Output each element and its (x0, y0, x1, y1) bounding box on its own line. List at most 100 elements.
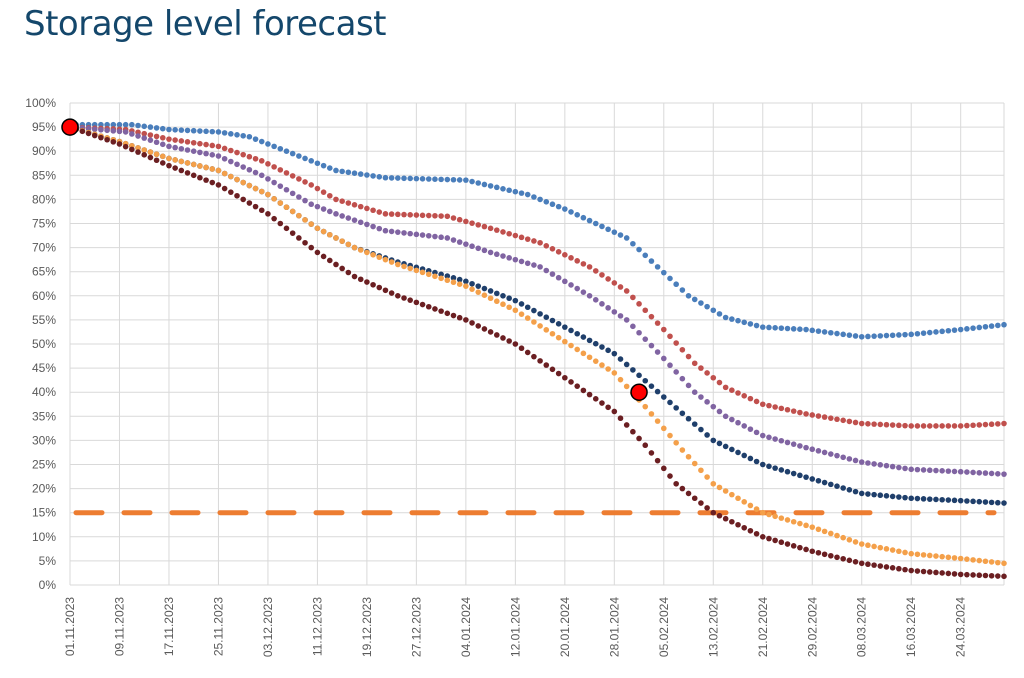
data-point (568, 342, 574, 349)
data-point (493, 332, 500, 338)
chart-grid (69, 102, 1005, 586)
data-point (395, 175, 401, 181)
data-point (351, 202, 358, 208)
data-point (865, 333, 871, 340)
data-point (865, 421, 871, 427)
data-point (308, 244, 315, 251)
data-point (883, 546, 890, 552)
data-point (271, 195, 277, 202)
x-tick-label: 19.12.2023 (360, 597, 374, 657)
data-point (630, 240, 636, 247)
data-point (1001, 420, 1007, 427)
data-point (203, 177, 209, 183)
data-point (592, 220, 599, 227)
data-point (648, 313, 655, 320)
data-point (803, 522, 809, 529)
data-point (190, 139, 197, 146)
x-tick-label: 08.03.2024 (855, 597, 869, 657)
data-point (395, 261, 401, 268)
data-point (289, 173, 296, 179)
data-point (376, 254, 383, 261)
data-point (574, 383, 581, 389)
data-point (735, 317, 741, 324)
data-point (302, 217, 308, 223)
data-point (574, 285, 581, 292)
data-point (555, 203, 562, 210)
data-point (698, 467, 704, 474)
data-point (704, 474, 710, 480)
data-point (605, 305, 611, 311)
data-point (333, 211, 339, 217)
data-point (543, 327, 550, 333)
data-point (518, 301, 525, 307)
data-point (172, 127, 178, 133)
data-point (939, 423, 945, 429)
data-point (951, 423, 958, 429)
data-point (883, 332, 890, 339)
data-point (599, 301, 605, 307)
x-tick-label: 25.11.2023 (211, 597, 225, 656)
x-tick-label: 05.02.2024 (657, 597, 671, 657)
data-point (376, 174, 383, 180)
data-point (747, 321, 754, 327)
data-point (704, 505, 710, 511)
data-point (357, 203, 364, 210)
data-point (654, 264, 661, 270)
data-point (852, 333, 859, 339)
data-point (858, 560, 865, 567)
data-point (512, 341, 519, 347)
data-point (667, 333, 673, 340)
data-point (500, 335, 506, 341)
data-point (995, 499, 1001, 506)
data-point (296, 153, 302, 159)
data-point (1001, 321, 1007, 328)
data-point (444, 235, 451, 241)
data-point (766, 535, 772, 542)
data-point (592, 340, 599, 347)
data-point (524, 304, 531, 311)
data-point (976, 422, 983, 428)
data-point (475, 245, 482, 252)
data-point (209, 128, 216, 135)
data-point (636, 329, 642, 336)
data-point (147, 124, 154, 130)
data-point (685, 490, 692, 497)
data-point (493, 251, 500, 258)
data-point (834, 554, 840, 561)
y-tick-label: 80% (32, 192, 56, 206)
data-point (908, 550, 915, 557)
data-point (654, 418, 661, 424)
data-point (685, 382, 692, 389)
x-tick-label: 17.11.2023 (162, 597, 176, 656)
data-point (747, 527, 754, 534)
data-point (926, 552, 933, 559)
data-point (240, 196, 246, 203)
data-point (759, 461, 766, 468)
data-point (463, 218, 469, 225)
data-point (840, 534, 846, 541)
data-point (116, 121, 123, 128)
data-point (630, 428, 636, 435)
data-point (308, 221, 315, 227)
data-point (562, 324, 568, 330)
data-point (184, 147, 191, 153)
data-point (463, 317, 469, 323)
data-point (852, 539, 859, 545)
data-point (531, 319, 537, 325)
data-point (296, 194, 302, 200)
data-point (896, 464, 902, 471)
data-point (531, 307, 537, 314)
data-point (580, 214, 587, 221)
data-point (790, 518, 797, 525)
y-tick-label: 35% (32, 409, 56, 423)
data-point (531, 194, 537, 200)
data-point (197, 140, 203, 147)
data-point (574, 346, 581, 353)
data-point (797, 520, 803, 527)
data-point (920, 496, 927, 502)
data-point (178, 158, 185, 165)
data-point (654, 349, 661, 355)
data-point (234, 132, 240, 138)
data-point (407, 230, 413, 237)
data-point (419, 176, 426, 182)
